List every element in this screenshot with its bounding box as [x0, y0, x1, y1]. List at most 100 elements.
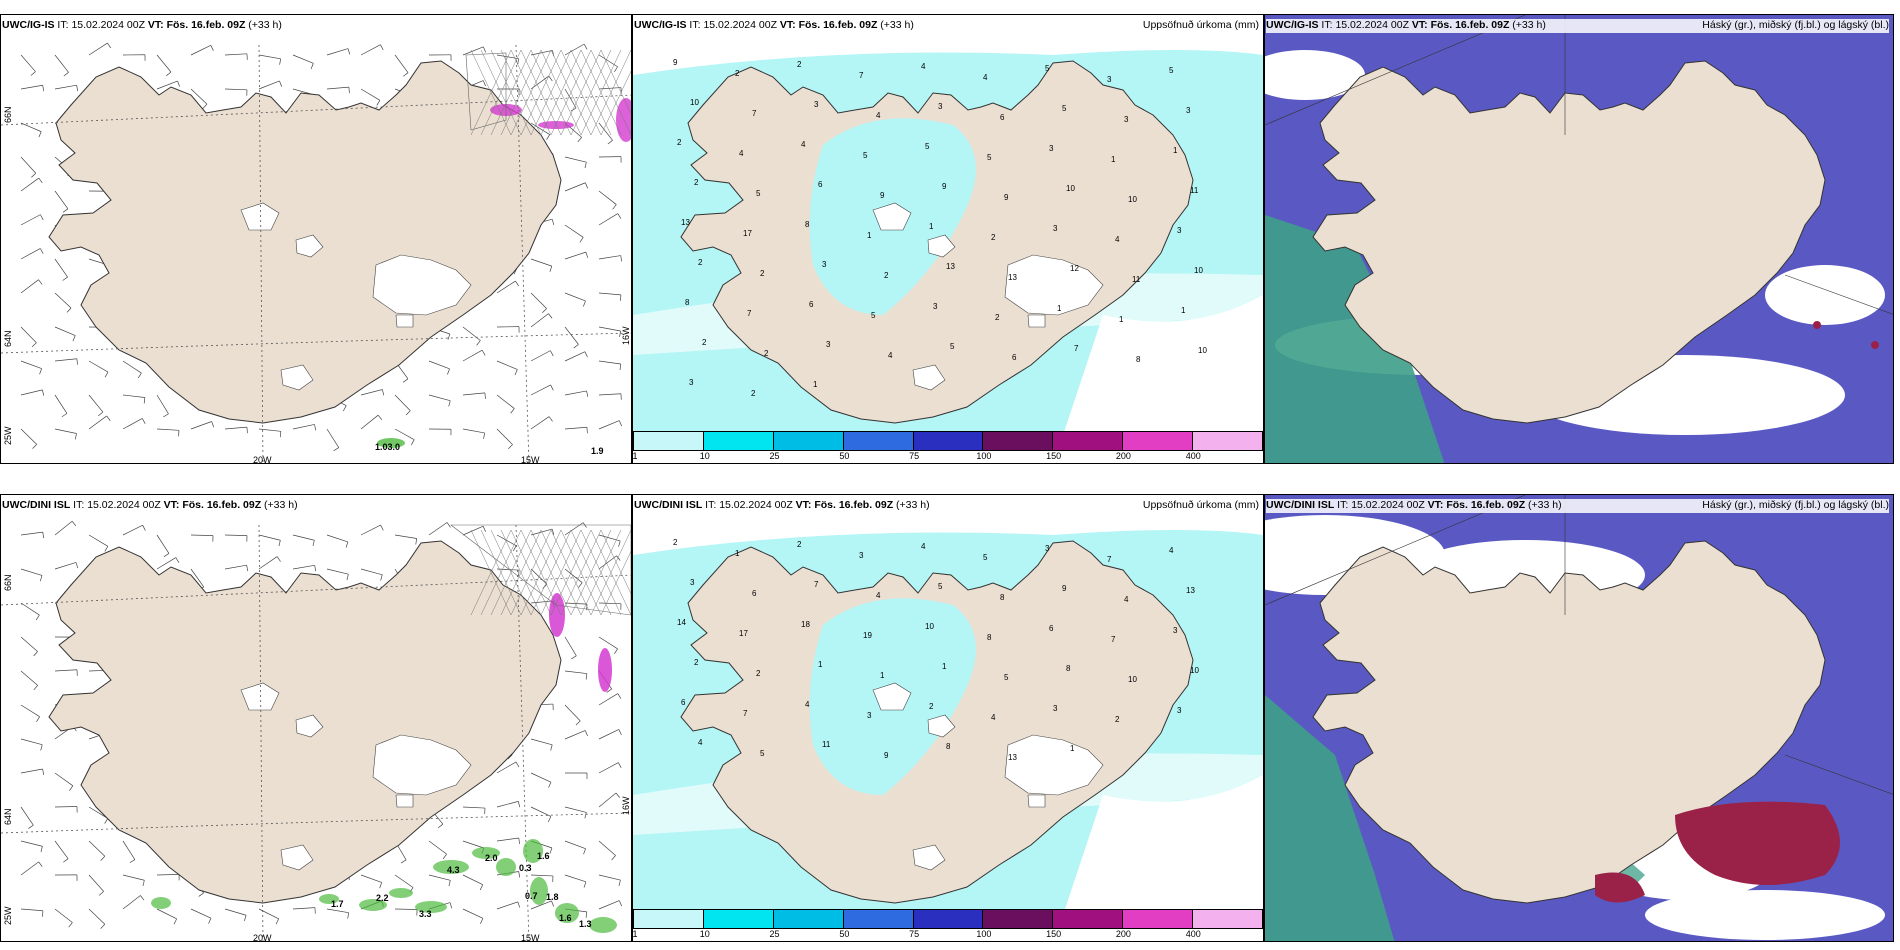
legend-tick: 100: [976, 451, 992, 461]
precip-value: 5: [1169, 66, 1174, 75]
snow-blob: [389, 888, 413, 898]
wind-barb: [20, 389, 43, 396]
precip-value: 10: [690, 98, 699, 107]
wind-value-label: 4.3: [447, 865, 460, 875]
wind-barb-flag: [548, 416, 553, 422]
wind-barb: [292, 564, 315, 570]
wind-barb: [326, 86, 349, 90]
wind-barb-flag: [620, 255, 623, 262]
wind-barb: [598, 122, 613, 141]
lon-label: 20W: [253, 455, 272, 464]
wind-barb-flag: [585, 911, 588, 918]
wind-barb: [20, 428, 37, 445]
wind-barb: [530, 313, 549, 328]
wind-barb-flag: [512, 545, 517, 552]
precip-value: 5: [925, 142, 930, 151]
precip-value: 3: [1053, 704, 1058, 713]
wind-barb: [224, 426, 247, 430]
precip-value: 3: [938, 102, 943, 111]
precip-value: 8: [1066, 664, 1071, 673]
precip-value: 1: [1173, 146, 1178, 155]
precip-value: 9: [1062, 584, 1067, 593]
precip-value: 4: [1169, 546, 1174, 555]
wind-barb: [394, 874, 414, 888]
wind-barb-flag: [481, 349, 486, 356]
hatch-line: [570, 529, 612, 616]
wind-barb-flag: [380, 44, 384, 51]
precip-value: 3: [933, 302, 938, 311]
hatch-line: [510, 529, 552, 616]
wind-barb-flag: [75, 562, 79, 569]
wind-barb: [496, 360, 518, 370]
wind-barb: [360, 414, 379, 430]
wind-barb-flag: [68, 922, 73, 928]
panel-header: UWC/IG-IS IT: 15.02.2024 00Z VT: Fös. 16…: [2, 19, 627, 33]
wind-barb: [598, 840, 616, 856]
precip-value: 3: [859, 551, 864, 560]
longitude-line: [258, 44, 264, 463]
map-wind-ig: [1, 15, 631, 463]
precip-value: 3: [1124, 115, 1129, 124]
glacier-outline: [295, 714, 324, 738]
wind-barb-flag: [447, 333, 451, 340]
wind-barb-flag: [244, 915, 247, 922]
hatch-area: [450, 524, 631, 616]
precip-value: 1: [818, 660, 823, 669]
wind-barb: [54, 358, 77, 362]
precip-blob: [549, 593, 565, 637]
wind-barb-flag: [38, 279, 43, 285]
wind-barb: [156, 557, 176, 570]
wind-barb: [496, 280, 516, 294]
glacier-outline: [372, 734, 472, 796]
wind-value-label: 1.03.0: [375, 442, 401, 452]
snow-blob: [319, 894, 339, 904]
wind-barb: [462, 806, 485, 809]
panel-header: UWC/DINI ISL IT: 15.02.2024 00Z VT: Fös.…: [1266, 499, 1889, 513]
wind-barb-flag: [550, 350, 554, 357]
wind-barb-flag: [619, 330, 621, 337]
wind-barb-flag: [479, 884, 484, 891]
wind-barb: [530, 738, 553, 746]
wind-barb-flag: [33, 651, 38, 657]
wind-barb-flag: [620, 294, 622, 301]
legend-swatch: [1193, 432, 1263, 450]
clear-area: [1645, 890, 1885, 940]
wind-barb: [564, 568, 583, 583]
panel-wind-ig: UWC/IG-IS IT: 15.02.2024 00Z VT: Fös. 16…: [0, 14, 632, 464]
wind-barb: [496, 801, 519, 808]
wind-barb: [326, 534, 348, 543]
wind-barb-flag: [448, 880, 451, 887]
hatch-line: [530, 49, 572, 136]
low-cloud-area: [1813, 321, 1821, 329]
precip-value: 13: [681, 218, 690, 227]
precip-legend: 1 10 25 50 75 100 150 200 400: [633, 909, 1263, 941]
precip-value: 2: [764, 349, 769, 358]
wind-barb: [462, 840, 484, 849]
precip-value: 1: [929, 222, 934, 231]
wind-barb-flag: [400, 859, 407, 864]
wind-barb-flag: [32, 444, 37, 449]
precip-value: 3: [1053, 224, 1058, 233]
wind-barb: [20, 531, 43, 536]
wind-barb: [20, 54, 36, 72]
wind-barb: [88, 840, 106, 857]
wind-barb: [530, 528, 553, 536]
wind-barb: [258, 428, 281, 432]
hatch-line: [590, 529, 631, 616]
wind-barb-flag: [97, 411, 104, 417]
wind-barb-flag: [618, 540, 621, 547]
wind-barb-flag: [575, 720, 581, 726]
wind-barb-flag: [380, 524, 384, 531]
wind-barb-flag: [40, 744, 43, 751]
precip-value: 6: [809, 300, 814, 309]
wind-value-label: 1.8: [546, 892, 559, 902]
wind-barb-flag: [314, 565, 317, 572]
wind-barb-flag: [347, 48, 351, 55]
lat-label: 16W: [621, 796, 631, 815]
legend-tick: 400: [1185, 929, 1201, 939]
wind-barb-flag: [35, 614, 40, 621]
wind-barb: [122, 840, 136, 860]
wind-barb-flag: [143, 397, 146, 404]
wind-barb: [530, 900, 552, 910]
wind-barb-flag: [484, 392, 486, 399]
